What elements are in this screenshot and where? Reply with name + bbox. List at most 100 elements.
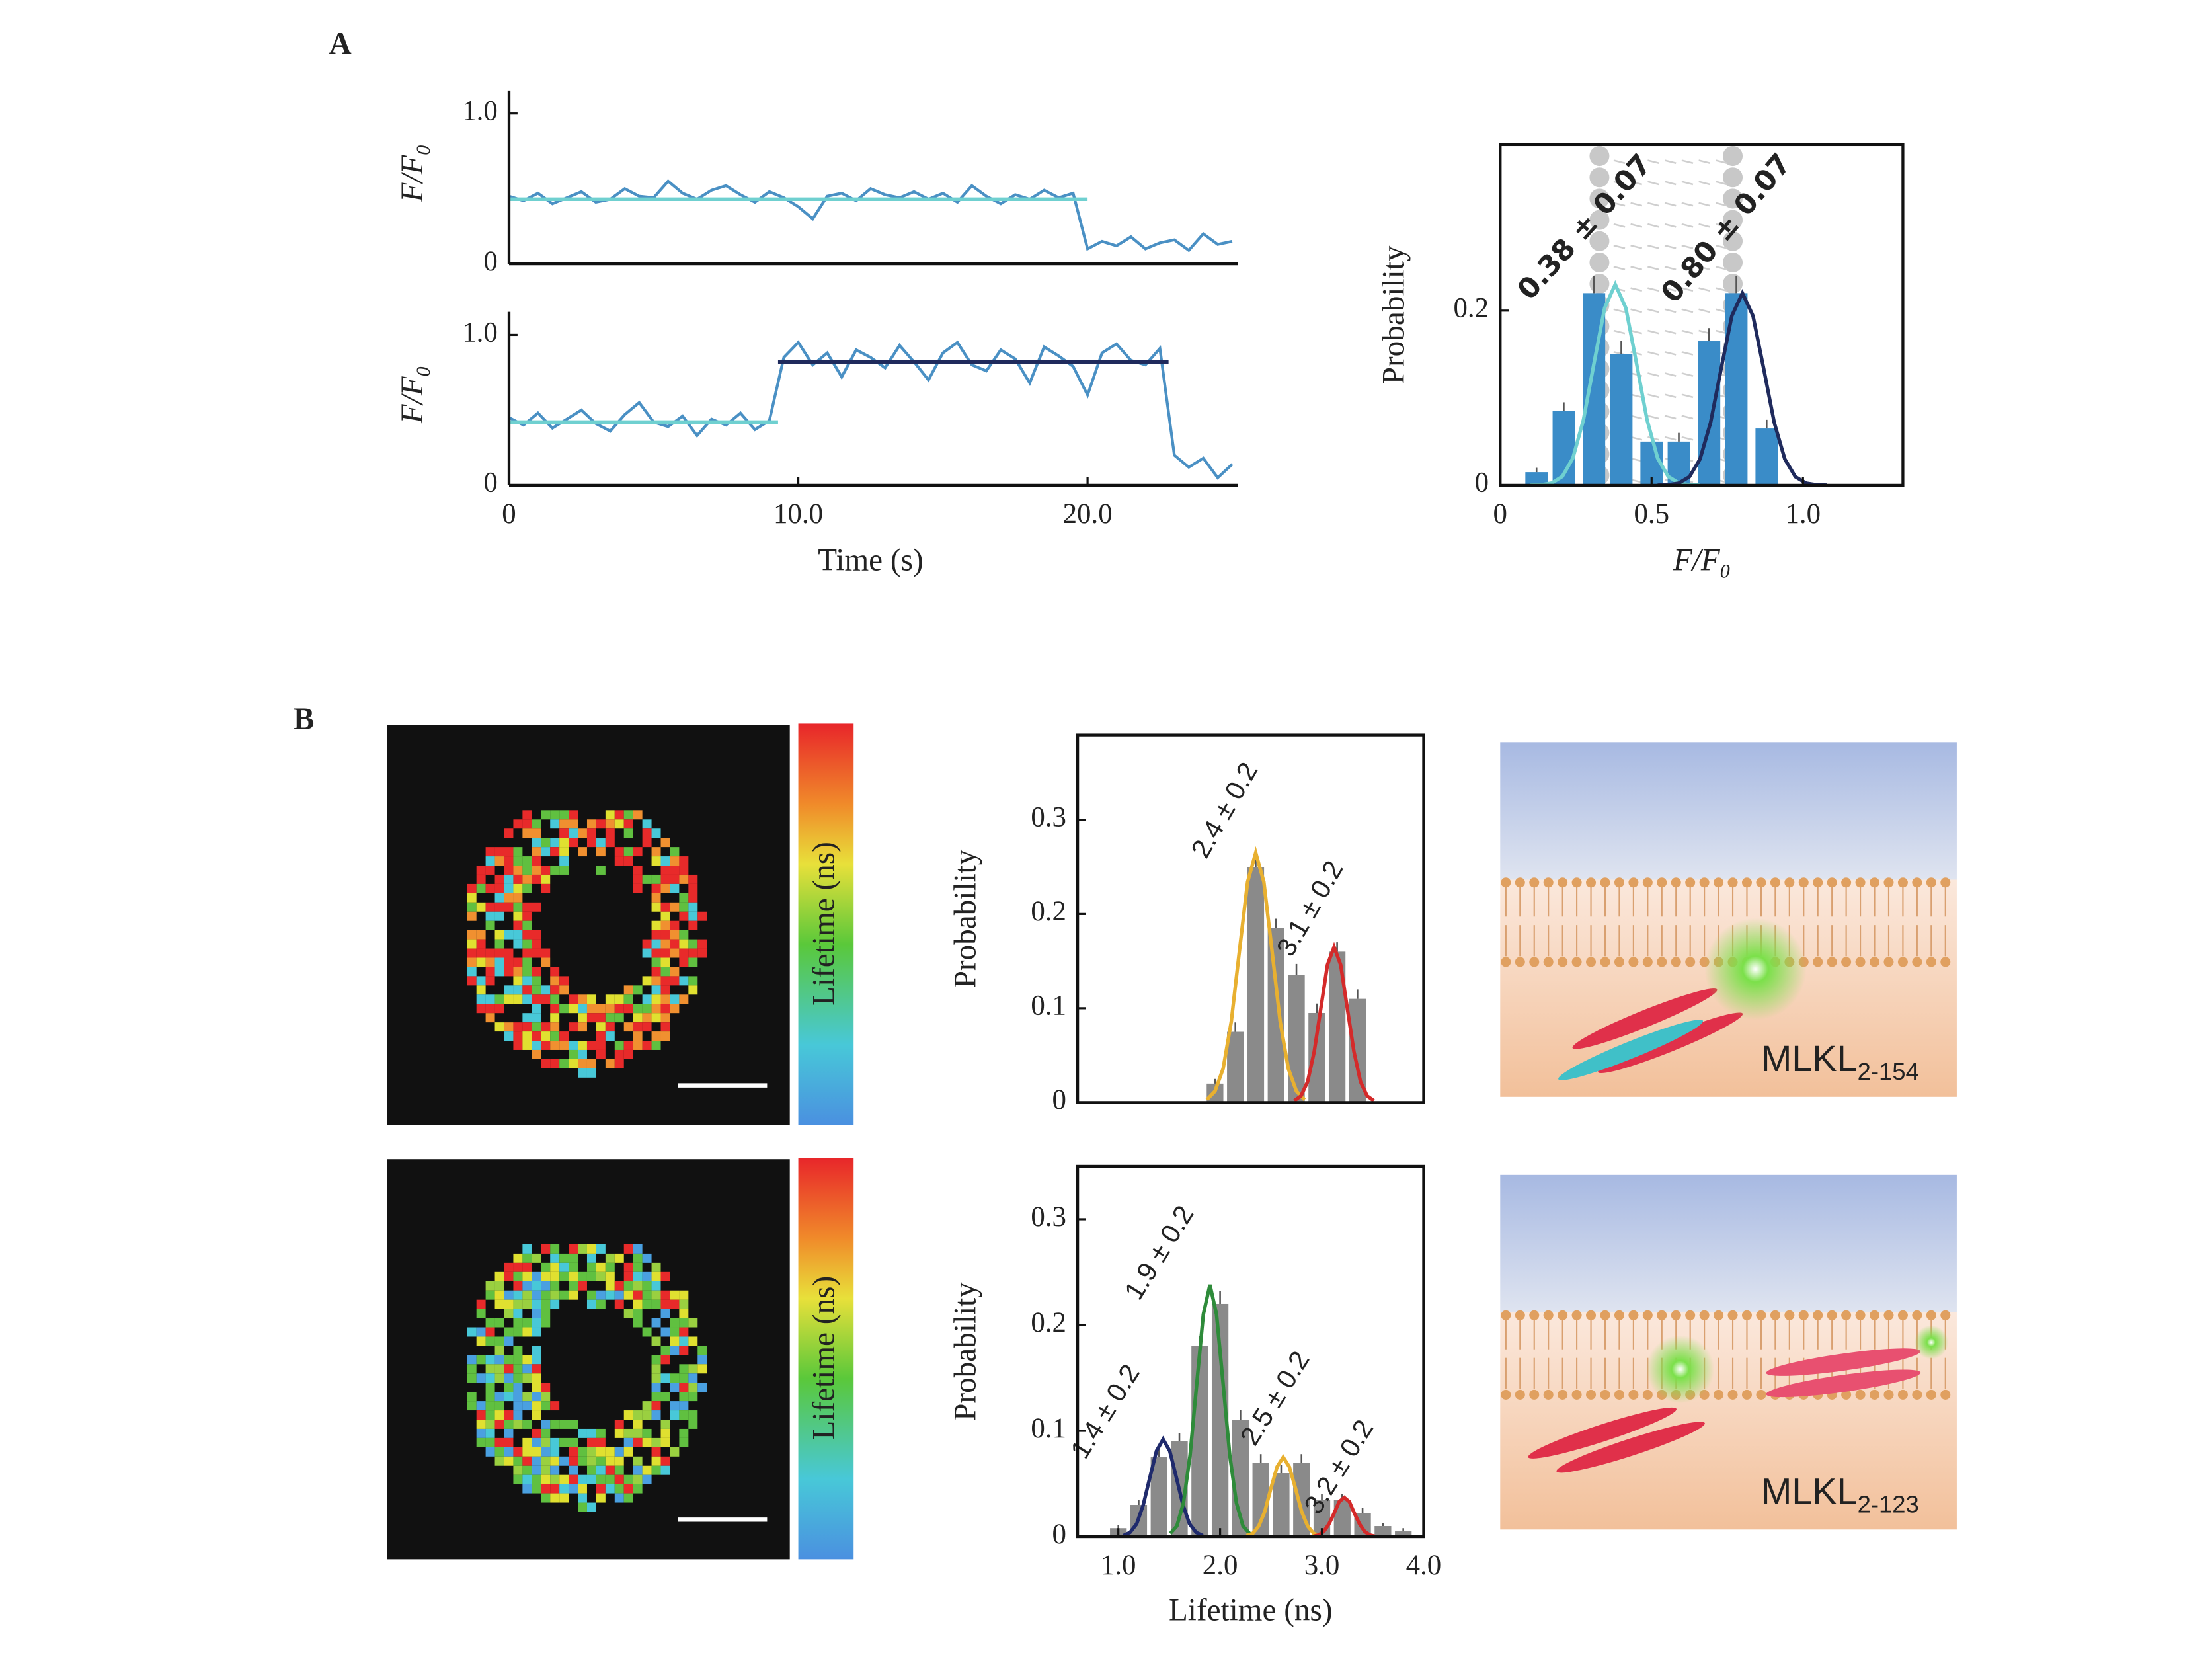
lipid-head (1614, 877, 1624, 888)
lipid-tail (1664, 436, 1677, 441)
pixel (623, 1022, 633, 1032)
pixel (485, 948, 495, 958)
pixel (679, 1364, 689, 1374)
pixel (569, 1281, 578, 1291)
lipid-head (1870, 957, 1880, 967)
pixel (485, 1419, 495, 1429)
pixel (532, 1392, 541, 1402)
pixel (467, 902, 477, 912)
pixel (679, 1410, 689, 1420)
lipid-tail (1630, 308, 1643, 313)
pixel (688, 893, 698, 903)
pixel (679, 911, 689, 921)
fit-curve (1313, 1495, 1376, 1538)
pixel (541, 1262, 551, 1272)
lipid-tail (1647, 223, 1659, 228)
pixel (596, 1049, 606, 1059)
pixel (679, 1401, 689, 1411)
pixel (586, 1437, 596, 1447)
pixel (532, 1373, 541, 1383)
pixel (550, 1484, 560, 1494)
pixel (541, 1383, 551, 1392)
pixel (614, 1484, 624, 1494)
pixel (541, 1318, 551, 1328)
helix (1766, 1369, 1921, 1398)
pixel (485, 1410, 495, 1420)
bar (1725, 293, 1748, 485)
lipid-head (1642, 957, 1653, 967)
pixel (623, 1484, 633, 1494)
pixel (596, 866, 606, 875)
pixel (651, 985, 661, 995)
pixel (522, 957, 532, 967)
pixel (623, 1309, 633, 1318)
flim-images: Lifetime (ns) Lifetime (ns) (387, 723, 854, 1560)
pixel (494, 856, 504, 866)
pixel (541, 1271, 551, 1281)
pixel (541, 883, 551, 893)
pixel (679, 1373, 689, 1383)
pixel (504, 1410, 514, 1420)
pixel (623, 1410, 633, 1420)
pixel (467, 939, 477, 949)
pixel (633, 810, 643, 820)
pixel (559, 856, 569, 866)
pixel (623, 828, 633, 838)
pixel (688, 883, 698, 893)
pixel (651, 948, 661, 958)
pixel (605, 1013, 615, 1023)
lipid-tail (1664, 266, 1677, 270)
pixel (569, 1484, 578, 1494)
pixel (651, 1456, 661, 1466)
pixel (504, 1373, 514, 1383)
lipid-head (1642, 1389, 1653, 1400)
pixel (476, 1355, 486, 1365)
pixel (578, 1281, 587, 1291)
pixel (596, 1031, 606, 1041)
pixel (651, 1041, 661, 1050)
pixel (596, 1493, 606, 1503)
pixel (605, 1281, 615, 1291)
pixel (596, 1022, 606, 1032)
pixel (559, 847, 569, 857)
lipid-head (1571, 1310, 1582, 1320)
pixel (660, 994, 670, 1004)
lipid-head (1699, 1310, 1710, 1320)
pixel (633, 1465, 643, 1475)
pixel (569, 1474, 578, 1484)
pixel (633, 1484, 643, 1494)
lipid-tail (1715, 244, 1727, 249)
pixel (651, 902, 661, 912)
pixel (532, 1364, 541, 1374)
pixel (586, 838, 596, 848)
lipid-head (1770, 1310, 1780, 1320)
pixel (679, 866, 689, 875)
lipid-tail (1681, 159, 1694, 165)
pixel (614, 994, 624, 1004)
pixel (467, 1392, 477, 1402)
pixel (569, 1049, 578, 1059)
pixel (467, 976, 477, 986)
pixel (642, 1271, 652, 1281)
pixel (532, 1327, 541, 1337)
lipid-head (1940, 877, 1951, 888)
pixel (513, 1281, 523, 1291)
pixel (614, 1493, 624, 1503)
fit-curve (1205, 846, 1306, 1101)
pixel (605, 1004, 615, 1014)
pixel (596, 1004, 606, 1014)
pixel (550, 1253, 560, 1263)
lipid-tail (1681, 181, 1694, 186)
pixel (642, 1013, 652, 1023)
lipid-tail (1630, 202, 1643, 207)
lipid-head (1529, 1389, 1540, 1400)
lipid-head (1827, 957, 1837, 967)
pixel (651, 994, 661, 1004)
lipid-head (1714, 1310, 1724, 1320)
pixel (586, 1253, 596, 1263)
pixel (541, 1465, 551, 1475)
lipid-tail (1664, 329, 1677, 335)
y-tick-label: 0.1 (1031, 990, 1066, 1022)
pixel (660, 957, 670, 967)
